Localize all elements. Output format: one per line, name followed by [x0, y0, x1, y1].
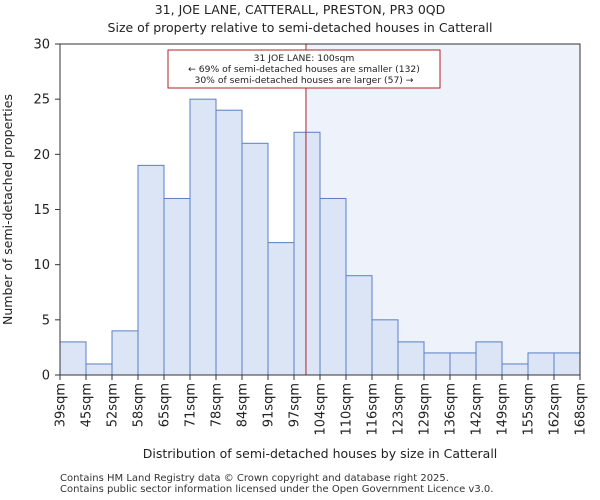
bar — [423, 352, 451, 376]
footer-copyright: Contains HM Land Registry data © Crown c… — [60, 473, 449, 484]
x-tick-label: 116sqm — [366, 383, 381, 436]
bar — [345, 275, 373, 376]
x-tick-label: 136sqm — [444, 383, 459, 436]
x-tick-label: 71sqm — [184, 383, 199, 427]
x-tick-label: 45sqm — [80, 383, 95, 427]
y-tick-label: 30 — [33, 38, 50, 53]
x-tick-label: 168sqm — [574, 383, 589, 436]
annotation-box — [167, 49, 441, 89]
x-tick-label: 162sqm — [548, 383, 563, 436]
y-tick-label: 15 — [33, 203, 50, 218]
chart-title: 31, JOE LANE, CATTERALL, PRESTON, PR3 0Q… — [154, 2, 446, 17]
bar — [553, 352, 581, 376]
bar — [475, 341, 503, 376]
bar — [85, 363, 113, 376]
y-tick-label: 10 — [33, 258, 50, 273]
x-tick-label: 149sqm — [496, 383, 511, 436]
bar — [449, 352, 477, 376]
x-tick-label: 58sqm — [132, 383, 147, 427]
bar — [215, 109, 243, 376]
footer-licence: Contains public sector information licen… — [60, 484, 494, 495]
x-tick-label: 52sqm — [106, 383, 121, 427]
chart-subtitle: Size of property relative to semi-detach… — [107, 20, 493, 35]
x-tick-label: 129sqm — [418, 383, 433, 436]
bar — [137, 164, 165, 376]
x-tick-label: 104sqm — [314, 383, 329, 436]
bar — [397, 341, 425, 376]
bar — [163, 197, 191, 376]
bar — [501, 363, 529, 376]
plot-frame — [59, 43, 581, 376]
y-tick-label: 25 — [33, 93, 50, 108]
y-axis-label: Number of semi-detached properties — [0, 94, 15, 325]
bar — [293, 131, 321, 376]
bar — [59, 341, 87, 376]
bar — [371, 319, 399, 376]
x-tick-label: 97sqm — [288, 383, 303, 427]
x-tick-label: 91sqm — [262, 383, 277, 427]
y-tick-label: 20 — [33, 148, 50, 163]
x-tick-label: 155sqm — [522, 383, 537, 436]
histogram-chart: 31 JOE LANE: 100sqm ← 69% of semi-detach… — [0, 38, 589, 462]
annotation-line-3: 30% of semi-detached houses are larger (… — [194, 75, 413, 86]
x-tick-label: 78sqm — [210, 383, 225, 427]
bar — [111, 330, 139, 376]
x-tick-label: 84sqm — [236, 383, 251, 427]
x-tick-label: 110sqm — [340, 383, 355, 436]
x-tick-label: 123sqm — [392, 383, 407, 436]
y-tick-label: 5 — [42, 313, 50, 328]
annotation-line-2: ← 69% of semi-detached houses are smalle… — [188, 64, 420, 75]
bar — [189, 98, 217, 376]
x-tick-label: 142sqm — [470, 383, 485, 436]
bar — [241, 142, 269, 376]
y-tick-label: 0 — [42, 369, 50, 384]
x-tick-label: 65sqm — [158, 383, 173, 427]
x-axis-label: Distribution of semi-detached houses by … — [143, 446, 498, 461]
bar — [267, 242, 295, 376]
bar — [319, 197, 347, 376]
x-tick-label: 39sqm — [54, 383, 69, 427]
annotation-line-1: 31 JOE LANE: 100sqm — [254, 53, 355, 64]
bar — [527, 352, 555, 376]
